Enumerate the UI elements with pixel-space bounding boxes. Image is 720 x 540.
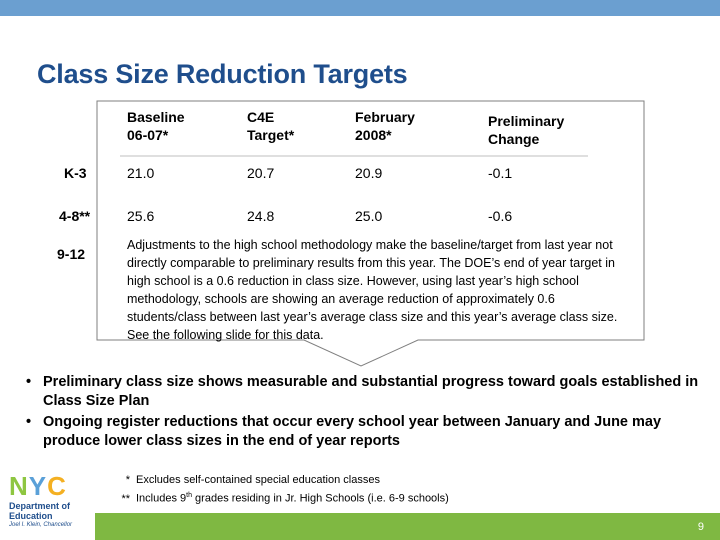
logo-chancellor: Joel I. Klein, Chancellor bbox=[9, 522, 73, 528]
table-cell: 25.0 bbox=[355, 208, 383, 224]
row-label-9-12: 9-12 bbox=[57, 246, 86, 262]
nyc-doe-logo: N Y C Department of Education Joel I. Kle… bbox=[9, 473, 87, 529]
bullet-item: • Preliminary class size shows measurabl… bbox=[26, 374, 699, 409]
header-baseline: Baseline 06-07* bbox=[127, 109, 185, 143]
table-cell: 24.8 bbox=[247, 208, 275, 224]
bullet-list: • Preliminary class size shows measurabl… bbox=[26, 373, 706, 453]
footnote: * Excludes self-contained special educati… bbox=[125, 474, 380, 486]
header-february: February 2008* bbox=[355, 109, 415, 143]
table-cell: -0.1 bbox=[488, 165, 513, 181]
bullet-dot: • bbox=[26, 414, 32, 430]
row-label-k3: K-3 bbox=[64, 165, 87, 181]
callout-outline bbox=[96, 100, 645, 367]
high-school-note: Adjustments to the high school methodolo… bbox=[127, 238, 618, 342]
slide-title: Class Size Reduction Targets bbox=[37, 59, 408, 89]
row-label-4-8: 4-8** bbox=[59, 208, 91, 224]
footer-bar: 9 bbox=[95, 513, 720, 540]
bullet-dot: • bbox=[26, 374, 32, 390]
table-cell: 25.6 bbox=[127, 208, 155, 224]
header-preliminary-change: Preliminary Change bbox=[488, 113, 565, 147]
footnotes: * Excludes self-contained special educati… bbox=[108, 472, 449, 507]
bullet-item: • Ongoing register reductions that occur… bbox=[26, 414, 662, 449]
header-c4e-target: C4E Target* bbox=[247, 109, 295, 143]
page-number: 9 bbox=[697, 521, 704, 533]
top-banner bbox=[0, 0, 720, 16]
logo-department: Department of Education bbox=[9, 501, 71, 521]
table-cell: 20.7 bbox=[247, 165, 275, 181]
table-cell: 21.0 bbox=[127, 165, 155, 181]
table-cell: 20.9 bbox=[355, 165, 383, 181]
footnote: ** Includes 9th grades residing in Jr. Hi… bbox=[121, 492, 449, 505]
nyc-letters: N Y C bbox=[9, 471, 66, 501]
table-cell: -0.6 bbox=[488, 208, 513, 224]
